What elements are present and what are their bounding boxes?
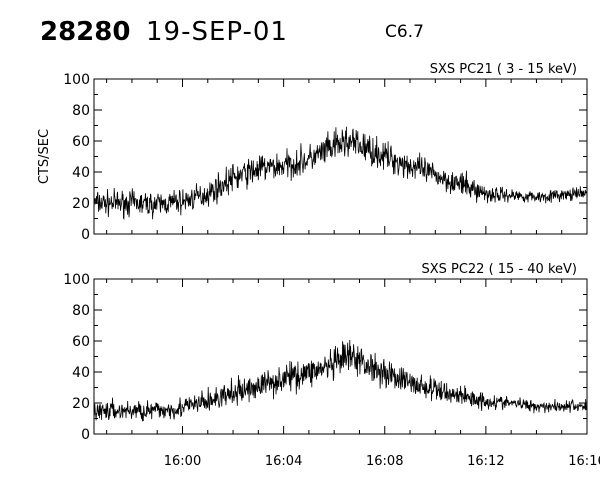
y-tick-label: 20 (72, 396, 90, 412)
x-tick-label: 16:00 (164, 454, 201, 469)
event-date: 19-SEP-01 (146, 17, 288, 47)
y-tick-label: 100 (63, 272, 90, 288)
y-tick-label: 0 (81, 427, 90, 443)
y-tick-label: 40 (72, 165, 90, 181)
y-tick-label: 20 (72, 196, 90, 212)
x-tick-label: 16:12 (467, 454, 504, 469)
chart-panel: 0 20 40 60 80 100 SXS PC21 ( 3 - 15 keV) CTS/SE… (37, 62, 588, 243)
y-tick-label: 40 (72, 365, 90, 381)
x-tick-label: 16:08 (366, 454, 403, 469)
panel-title: SXS PC21 ( 3 - 15 keV) (430, 62, 577, 77)
flare-class: C6.7 (385, 22, 424, 42)
y-tick-label: 100 (63, 72, 90, 88)
y-tick-label: 80 (72, 303, 90, 319)
x-tick-label: 16:16 (568, 454, 600, 469)
event-id: 28280 (40, 17, 131, 47)
series-line (93, 126, 588, 220)
x-tick-label: 16:04 (265, 454, 302, 469)
y-tick-label: 60 (72, 334, 90, 350)
chart-panel: 0 20 40 60 80 100 16:00 16:04 16:08 16:12 16:16 SXS… (63, 262, 600, 469)
panel-title: SXS PC22 ( 15 - 40 keV) (421, 262, 577, 277)
y-tick-label: 0 (81, 227, 90, 243)
y-axis-label: CTS/SEC (37, 129, 52, 184)
y-tick-label: 60 (72, 134, 90, 150)
y-tick-label: 80 (72, 103, 90, 119)
series-line (93, 339, 588, 422)
